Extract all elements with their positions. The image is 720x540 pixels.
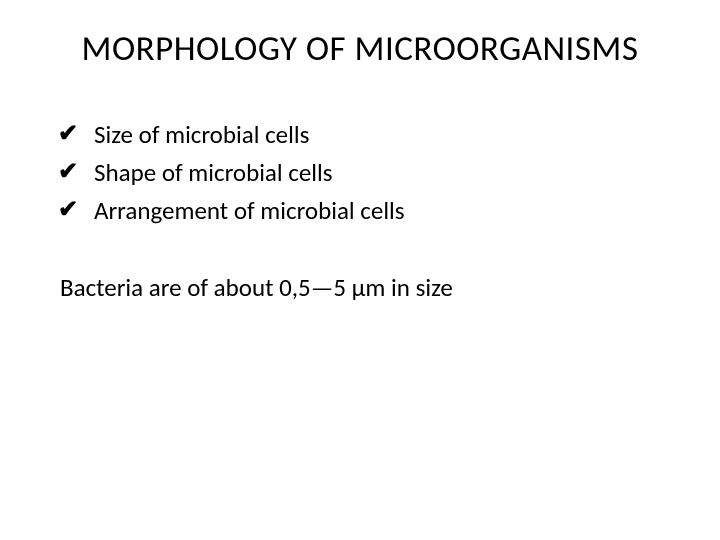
checkmark-icon: ✔ [58, 118, 94, 150]
slide-title: MORPHOLOGY OF MICROORGANISMS [0, 28, 720, 70]
bullet-text: Shape of microbial cells [94, 156, 333, 190]
bullet-text: Size of microbial cells [94, 118, 309, 152]
body-paragraph: Bacteria are of about 0,5—5 μm in size [60, 272, 660, 305]
list-item: ✔ Shape of microbial cells [58, 156, 658, 190]
list-item: ✔ Arrangement of microbial cells [58, 194, 658, 228]
bullet-list: ✔ Size of microbial cells ✔ Shape of mic… [58, 118, 658, 231]
checkmark-icon: ✔ [58, 194, 94, 226]
slide: MORPHOLOGY OF MICROORGANISMS ✔ Size of m… [0, 0, 720, 540]
bullet-text: Arrangement of microbial cells [94, 194, 405, 228]
list-item: ✔ Size of microbial cells [58, 118, 658, 152]
checkmark-icon: ✔ [58, 156, 94, 188]
